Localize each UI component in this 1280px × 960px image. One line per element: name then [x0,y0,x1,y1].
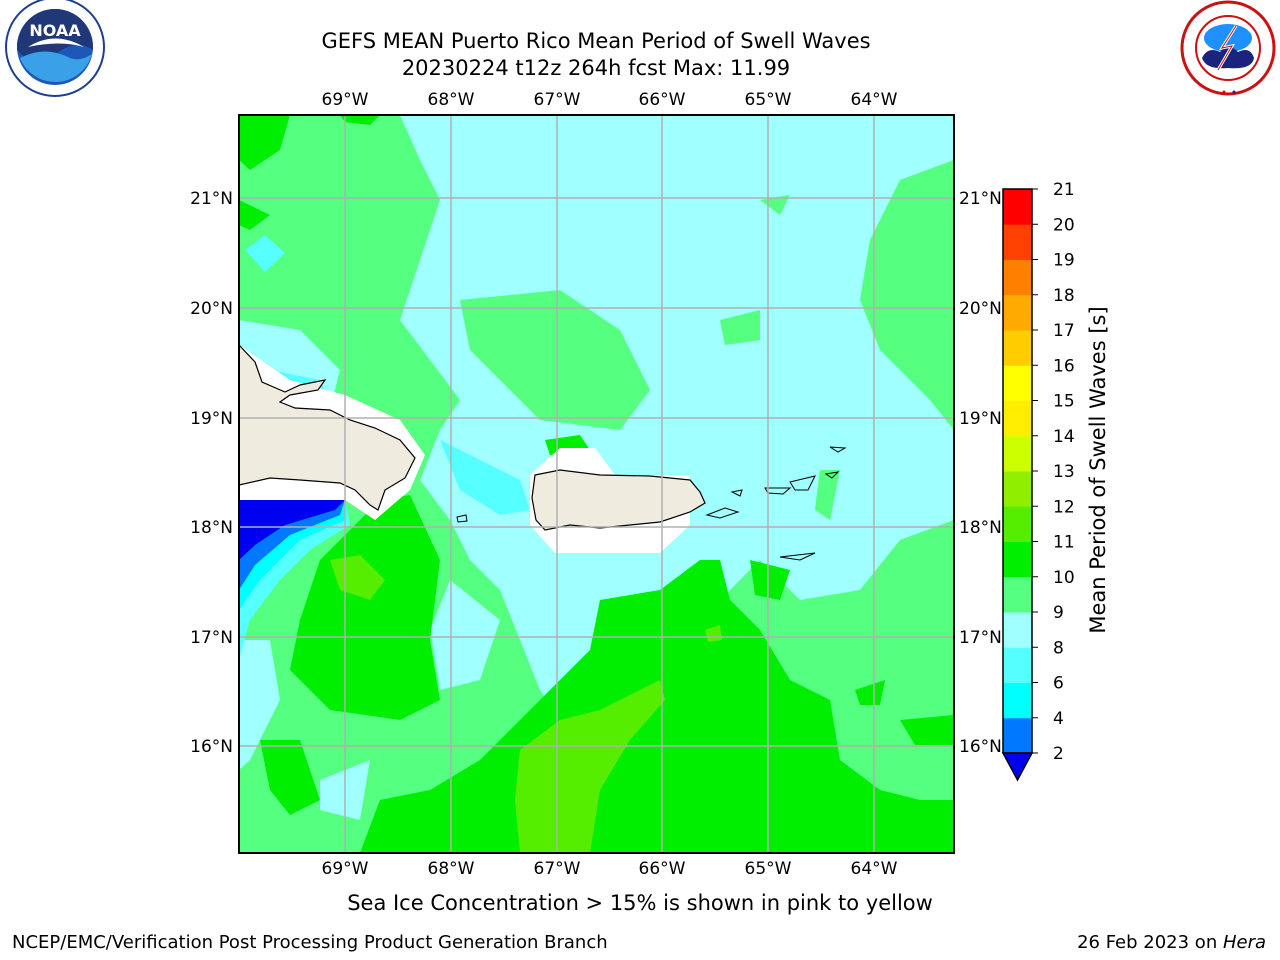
lat-tick-label: 21°N [959,189,1002,209]
colorbar-bin [1003,682,1032,719]
colorbar-bin [1003,541,1032,578]
colorbar-bin [1003,189,1032,225]
colorbar-bin [1003,365,1032,401]
colorbar-bin [1003,717,1032,754]
colorbar-bin [1003,294,1032,331]
lat-tick-label: 18°N [190,518,233,538]
lat-tick-label: 18°N [959,518,1002,538]
lat-tick-label: 17°N [959,628,1002,648]
lon-ticks-top: 69°W 68°W 67°W 66°W 65°W 64°W [322,90,898,110]
colorbar-bin [1003,612,1032,648]
colorbar-bin [1003,471,1032,507]
map-frame [238,114,955,854]
colorbar-bin [1003,647,1032,683]
colorbar-tick-label: 15 [1053,392,1075,412]
colorbar-tick-label: 12 [1053,497,1075,517]
lon-tick-label: 65°W [745,90,792,110]
colorbar-tick-label: 21 [1053,180,1075,200]
lat-ticks-left: 21°N 20°N 19°N 18°N 17°N 16°N [190,189,233,757]
lon-tick-label: 68°W [428,90,475,110]
colorbar-bin [1003,435,1032,472]
colorbar-bin [1003,259,1032,296]
colorbar-tick-label: 6 [1053,674,1064,694]
lon-tick-label: 69°W [322,859,369,879]
lon-tick-label: 69°W [322,90,369,110]
lon-tick-label: 65°W [745,859,792,879]
footer-credit: NCEP/EMC/Verification Post Processing Pr… [12,932,608,953]
lat-tick-label: 19°N [959,409,1002,429]
colorbar-tick-label: 17 [1053,321,1075,341]
lat-tick-label: 21°N [190,189,233,209]
colorbar-tick-label: 20 [1053,215,1075,235]
chart-subtitle: 20230224 t12z 264h fcst Max: 11.99 [401,56,791,80]
colorbar: 2 4 6 8 9 10 11 12 13 14 15 16 17 18 19 20 21 [1001,180,1075,782]
footer-date-text: 26 Feb 2023 on [1077,932,1223,953]
colorbar-bin [1003,224,1032,260]
nws-logo [1180,0,1276,96]
colorbar-label: Mean Period of Swell Waves [s] [1086,306,1110,634]
colorbar-tick-label: 16 [1053,356,1075,376]
colorbar-tick-label: 10 [1053,568,1075,588]
lat-tick-label: 17°N [190,628,233,648]
lon-tick-label: 66°W [639,859,686,879]
colorbar-bin [1003,330,1032,366]
colorbar-tick-label: 11 [1053,533,1075,553]
lat-tick-label: 16°N [959,737,1002,757]
sea-ice-note: Sea Ice Concentration > 15% is shown in … [347,891,933,915]
lon-tick-label: 67°W [534,90,581,110]
colorbar-tick-label: 13 [1053,462,1075,482]
lon-tick-label: 67°W [534,859,581,879]
lat-tick-label: 20°N [190,299,233,319]
lon-ticks-bottom: 69°W 68°W 67°W 66°W 65°W 64°W [322,859,898,879]
colorbar-bin [1003,400,1032,437]
gridlines [239,115,954,853]
colorbar-extend-min [1001,752,1034,782]
colorbar-tick-label: 14 [1053,427,1075,447]
lon-tick-label: 66°W [639,90,686,110]
colorbar-tick-label: 18 [1053,286,1075,306]
colorbar-tick-label: 9 [1053,603,1064,623]
colorbar-bin [1003,506,1032,542]
lon-tick-label: 64°W [851,90,898,110]
footer-date: 26 Feb 2023 on Hera [1077,932,1266,953]
lat-tick-label: 16°N [190,737,233,757]
noaa-logo: NOAA [5,0,105,97]
lon-tick-label: 64°W [851,859,898,879]
colorbar-tick-label: 8 [1053,638,1064,658]
swell-field [239,115,954,853]
lat-tick-label: 20°N [959,299,1002,319]
colorbar-tick-label: 2 [1053,744,1064,764]
noaa-logo-text: NOAA [29,21,81,40]
colorbar-tick-label: 4 [1053,709,1064,729]
lat-ticks-right: 21°N 20°N 19°N 18°N 17°N 16°N [959,189,1002,757]
chart-title: GEFS MEAN Puerto Rico Mean Period of Swe… [321,29,871,53]
footer-host: Hera [1222,932,1266,953]
colorbar-tick-label: 19 [1053,251,1075,271]
colorbar-bin [1003,576,1032,613]
lat-tick-label: 19°N [190,409,233,429]
lon-tick-label: 68°W [428,859,475,879]
